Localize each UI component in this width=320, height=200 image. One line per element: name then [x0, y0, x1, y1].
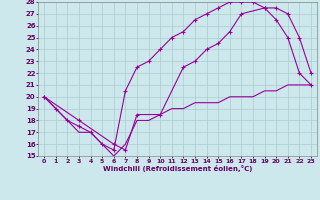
X-axis label: Windchill (Refroidissement éolien,°C): Windchill (Refroidissement éolien,°C): [103, 165, 252, 172]
